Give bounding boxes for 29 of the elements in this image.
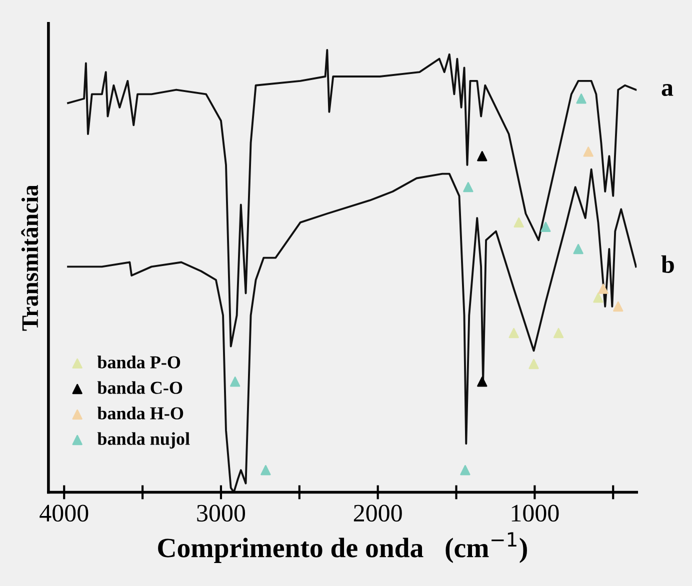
x-tick-label: 3000 [197,504,246,522]
point [573,244,584,254]
point [508,328,519,338]
point [460,465,470,476]
x-tick-label: 4000 [40,504,88,522]
point [230,376,240,387]
point [528,358,539,370]
legend-label: banda H-O [97,406,184,420]
point [576,94,586,104]
point [477,376,488,387]
x-tick-label: 2000 [354,504,402,522]
y-axis-title: Transmitância [21,184,38,331]
point [477,151,488,162]
legend-label: banda nujol [97,432,190,449]
x-tick-label: 1000 [512,504,559,522]
point [583,146,594,157]
point [463,182,474,192]
point [613,301,624,312]
series-label: b [661,255,674,273]
point [598,284,608,294]
x-axis-title: Comprimento de onda (cm$^{−1}$) [158,532,527,563]
series-label: a [662,84,674,96]
point [593,292,604,303]
legend-label: banda C-O [97,381,182,394]
point [540,222,551,232]
point [260,465,271,476]
point [553,328,564,338]
legend-label: banda P-O [97,356,180,368]
point [514,217,524,228]
